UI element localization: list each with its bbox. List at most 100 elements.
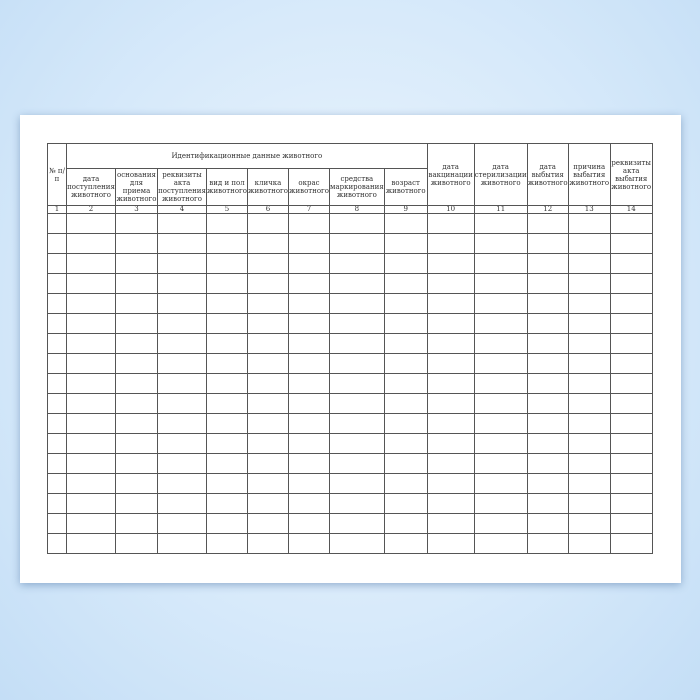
header-col-11: дата стерилизации животного (473, 143, 528, 206)
empty-cell (47, 353, 67, 374)
empty-cell (47, 293, 67, 314)
empty-cell (567, 493, 611, 514)
empty-cell (383, 373, 428, 394)
empty-cell (115, 493, 158, 514)
empty-cell (47, 413, 67, 434)
empty-cell (288, 453, 330, 474)
empty-cell (473, 513, 528, 534)
empty-cell (609, 293, 653, 314)
empty-cell (609, 373, 653, 394)
empty-cell (288, 253, 330, 274)
empty-cell (288, 413, 330, 434)
empty-cell (247, 233, 289, 254)
table-row (47, 393, 653, 414)
empty-cell (206, 393, 248, 414)
empty-cell (383, 453, 428, 474)
empty-cell (47, 473, 67, 494)
empty-cell (157, 333, 207, 354)
empty-cell (288, 233, 330, 254)
empty-cell (426, 493, 475, 514)
empty-cell (567, 213, 611, 234)
empty-cell (473, 233, 528, 254)
empty-cell (247, 213, 289, 234)
empty-cell (247, 293, 289, 314)
empty-cell (329, 313, 385, 334)
empty-cell (206, 373, 248, 394)
table-row (47, 413, 653, 434)
empty-cell (288, 333, 330, 354)
empty-cell (115, 473, 158, 494)
empty-cell (609, 493, 653, 514)
empty-cell (526, 413, 569, 434)
empty-cell (526, 533, 569, 554)
empty-cell (288, 393, 330, 414)
empty-cell (247, 413, 289, 434)
table-row (47, 313, 653, 334)
empty-cell (47, 373, 67, 394)
header-col-10: дата вакцинации животного (426, 143, 475, 206)
empty-cell (206, 313, 248, 334)
empty-cell (383, 533, 428, 554)
empty-cell (115, 513, 158, 534)
header-col-1: № п/п (47, 143, 67, 206)
empty-cell (247, 433, 289, 454)
empty-cell (383, 433, 428, 454)
table-row (47, 273, 653, 294)
empty-cell (47, 233, 67, 254)
empty-cell (247, 473, 289, 494)
empty-cell (206, 233, 248, 254)
empty-cell (473, 213, 528, 234)
empty-cell (383, 513, 428, 534)
empty-cell (329, 433, 385, 454)
empty-cell (206, 433, 248, 454)
empty-cell (66, 373, 116, 394)
empty-cell (609, 453, 653, 474)
empty-cell (526, 253, 569, 274)
empty-cell (329, 233, 385, 254)
empty-cell (47, 313, 67, 334)
empty-cell (66, 253, 116, 274)
empty-cell (288, 433, 330, 454)
empty-cell (329, 413, 385, 434)
empty-cell (426, 213, 475, 234)
empty-cell (473, 393, 528, 414)
column-number: 9 (383, 205, 428, 214)
empty-cell (157, 293, 207, 314)
empty-cell (47, 493, 67, 514)
empty-cell (609, 273, 653, 294)
empty-cell (567, 513, 611, 534)
empty-cell (66, 293, 116, 314)
empty-cell (66, 393, 116, 414)
empty-cell (473, 473, 528, 494)
empty-cell (567, 333, 611, 354)
empty-cell (383, 213, 428, 234)
empty-cell (66, 513, 116, 534)
empty-cell (206, 213, 248, 234)
empty-cell (426, 393, 475, 414)
empty-cell (473, 413, 528, 434)
empty-cell (426, 313, 475, 334)
empty-cell (115, 333, 158, 354)
empty-cell (567, 473, 611, 494)
empty-cell (47, 253, 67, 274)
empty-cell (526, 233, 569, 254)
empty-cell (526, 373, 569, 394)
column-number: 2 (66, 205, 116, 214)
empty-cell (157, 373, 207, 394)
empty-cell (47, 453, 67, 474)
empty-cell (288, 213, 330, 234)
empty-cell (567, 273, 611, 294)
table-row (47, 473, 653, 494)
empty-cell (247, 393, 289, 414)
empty-cell (426, 353, 475, 374)
empty-cell (329, 393, 385, 414)
empty-cell (157, 213, 207, 234)
empty-cell (157, 393, 207, 414)
empty-cell (47, 213, 67, 234)
empty-cell (329, 293, 385, 314)
empty-cell (526, 433, 569, 454)
empty-cell (288, 533, 330, 554)
empty-cell (426, 373, 475, 394)
empty-cell (288, 493, 330, 514)
empty-cell (526, 393, 569, 414)
